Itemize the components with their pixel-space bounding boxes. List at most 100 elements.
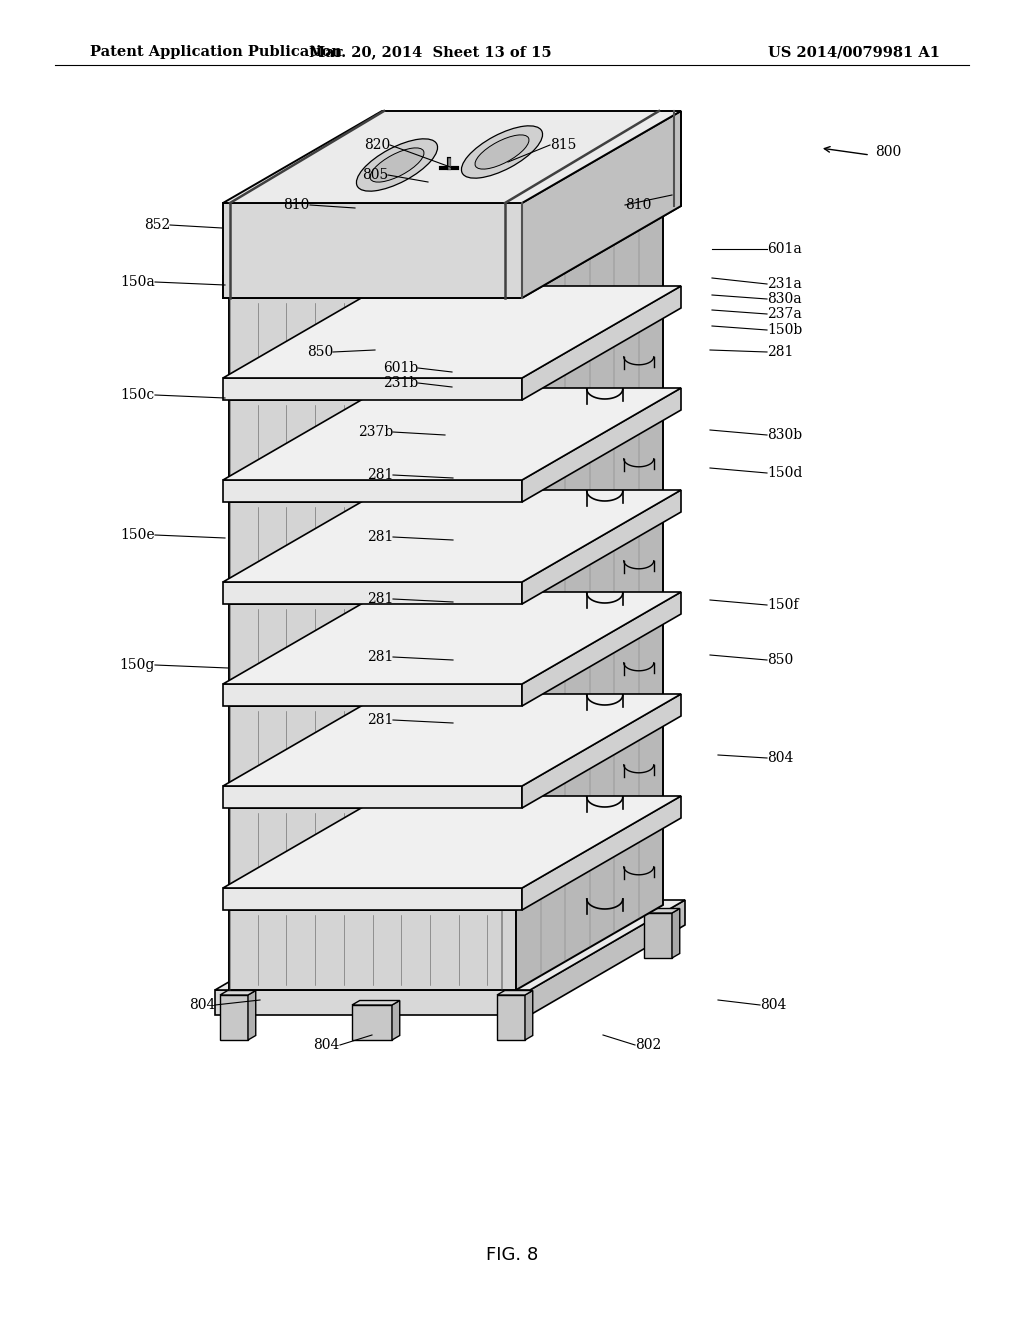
Text: 601b: 601b bbox=[383, 360, 418, 375]
Polygon shape bbox=[223, 111, 681, 203]
Polygon shape bbox=[497, 995, 525, 1040]
Ellipse shape bbox=[370, 148, 424, 182]
Polygon shape bbox=[223, 276, 522, 298]
Text: 601a: 601a bbox=[767, 242, 802, 256]
Text: 231a: 231a bbox=[767, 277, 802, 290]
Polygon shape bbox=[516, 825, 663, 990]
Polygon shape bbox=[229, 723, 663, 808]
Polygon shape bbox=[229, 620, 663, 706]
Text: 804: 804 bbox=[767, 751, 794, 766]
Polygon shape bbox=[223, 378, 522, 400]
Polygon shape bbox=[215, 990, 530, 1015]
Polygon shape bbox=[229, 213, 663, 298]
Text: 281: 281 bbox=[367, 469, 393, 482]
Polygon shape bbox=[229, 706, 516, 785]
Polygon shape bbox=[522, 388, 681, 502]
Polygon shape bbox=[522, 694, 681, 808]
Text: 804: 804 bbox=[760, 998, 786, 1012]
Polygon shape bbox=[229, 502, 516, 582]
Polygon shape bbox=[229, 909, 516, 990]
Polygon shape bbox=[220, 995, 248, 1040]
Polygon shape bbox=[223, 203, 522, 298]
Text: 150a: 150a bbox=[120, 275, 155, 289]
Polygon shape bbox=[672, 908, 680, 958]
Polygon shape bbox=[497, 990, 532, 995]
Polygon shape bbox=[229, 825, 663, 909]
Polygon shape bbox=[522, 591, 681, 706]
Polygon shape bbox=[522, 490, 681, 605]
Polygon shape bbox=[522, 111, 681, 298]
Polygon shape bbox=[525, 990, 532, 1040]
Polygon shape bbox=[516, 620, 663, 785]
Polygon shape bbox=[522, 183, 681, 298]
Polygon shape bbox=[352, 1001, 399, 1005]
Text: 804: 804 bbox=[188, 998, 215, 1012]
Text: Mar. 20, 2014  Sheet 13 of 15: Mar. 20, 2014 Sheet 13 of 15 bbox=[308, 45, 551, 59]
Polygon shape bbox=[223, 591, 681, 684]
Polygon shape bbox=[644, 908, 680, 913]
Text: 150f: 150f bbox=[767, 598, 799, 612]
Text: 150g: 150g bbox=[120, 657, 155, 672]
Polygon shape bbox=[516, 723, 663, 888]
Polygon shape bbox=[229, 519, 663, 605]
Text: 810: 810 bbox=[625, 198, 651, 213]
Text: 281: 281 bbox=[367, 713, 393, 727]
Text: 237a: 237a bbox=[767, 308, 802, 321]
Text: 830b: 830b bbox=[767, 428, 802, 442]
Text: 805: 805 bbox=[361, 168, 388, 182]
Polygon shape bbox=[229, 417, 663, 502]
Polygon shape bbox=[223, 388, 681, 480]
Polygon shape bbox=[248, 990, 256, 1040]
Text: 800: 800 bbox=[874, 145, 901, 158]
Polygon shape bbox=[229, 808, 516, 888]
Text: 150e: 150e bbox=[121, 528, 155, 543]
Text: 820: 820 bbox=[364, 139, 390, 152]
Text: 281: 281 bbox=[767, 345, 794, 359]
Text: 815: 815 bbox=[550, 139, 577, 152]
Ellipse shape bbox=[462, 125, 543, 178]
Text: 281: 281 bbox=[367, 591, 393, 606]
Polygon shape bbox=[223, 796, 681, 888]
Polygon shape bbox=[229, 605, 516, 684]
Text: FIG. 8: FIG. 8 bbox=[485, 1246, 539, 1265]
Polygon shape bbox=[229, 298, 516, 378]
Text: 810: 810 bbox=[284, 198, 310, 213]
Polygon shape bbox=[223, 490, 681, 582]
Polygon shape bbox=[223, 183, 681, 276]
Polygon shape bbox=[392, 1001, 399, 1040]
Text: Patent Application Publication: Patent Application Publication bbox=[90, 45, 342, 59]
Text: 237b: 237b bbox=[357, 425, 393, 440]
Polygon shape bbox=[530, 900, 685, 1015]
Ellipse shape bbox=[356, 139, 437, 191]
Text: 850: 850 bbox=[767, 653, 794, 667]
Text: US 2014/0079981 A1: US 2014/0079981 A1 bbox=[768, 45, 940, 59]
Polygon shape bbox=[352, 1005, 392, 1040]
Polygon shape bbox=[223, 694, 681, 785]
Polygon shape bbox=[229, 315, 663, 400]
Text: 281: 281 bbox=[367, 649, 393, 664]
Ellipse shape bbox=[475, 135, 529, 169]
Polygon shape bbox=[220, 990, 256, 995]
Polygon shape bbox=[223, 888, 522, 909]
Polygon shape bbox=[516, 315, 663, 480]
Polygon shape bbox=[223, 684, 522, 706]
Polygon shape bbox=[223, 785, 522, 808]
Polygon shape bbox=[215, 900, 685, 990]
Polygon shape bbox=[223, 480, 522, 502]
Polygon shape bbox=[516, 213, 663, 378]
Text: 150b: 150b bbox=[767, 323, 802, 337]
Text: 150c: 150c bbox=[121, 388, 155, 403]
Polygon shape bbox=[522, 286, 681, 400]
Text: 802: 802 bbox=[635, 1038, 662, 1052]
Text: 804: 804 bbox=[313, 1038, 340, 1052]
Text: 150d: 150d bbox=[767, 466, 803, 480]
Text: 231b: 231b bbox=[383, 376, 418, 389]
Polygon shape bbox=[229, 400, 516, 480]
Polygon shape bbox=[644, 913, 672, 958]
Text: 281: 281 bbox=[367, 531, 393, 544]
Polygon shape bbox=[522, 796, 681, 909]
Polygon shape bbox=[223, 286, 681, 378]
Text: 830a: 830a bbox=[767, 292, 802, 306]
Text: 850: 850 bbox=[307, 345, 333, 359]
Polygon shape bbox=[223, 582, 522, 605]
